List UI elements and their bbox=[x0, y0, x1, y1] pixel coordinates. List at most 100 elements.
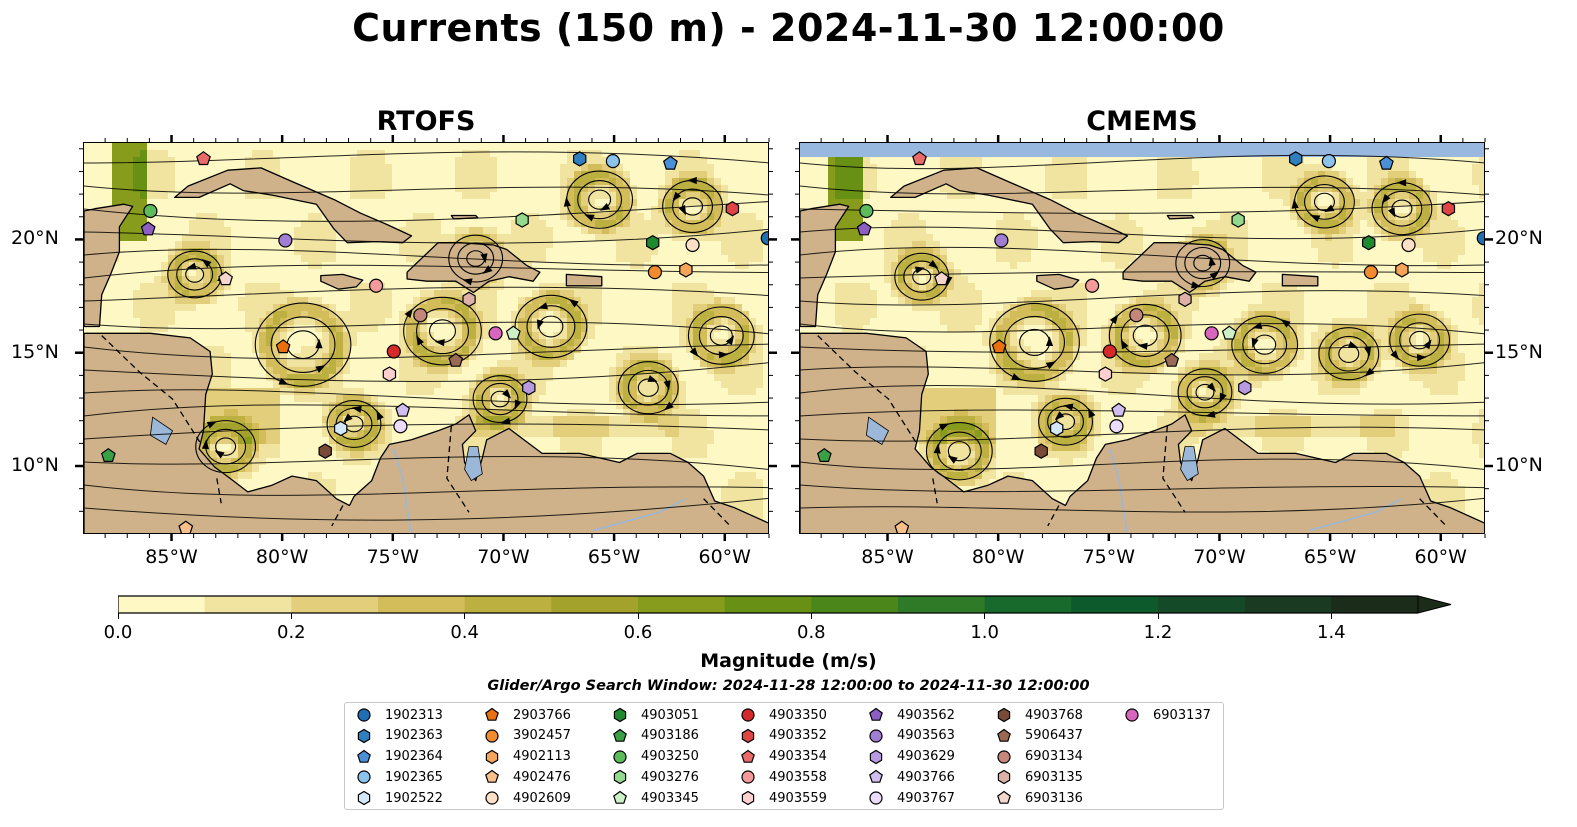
streamline-arrow bbox=[343, 413, 353, 423]
legend-marker-pentagon[interactable] bbox=[869, 770, 883, 784]
obs-marker-4902476[interactable] bbox=[178, 520, 194, 534]
obs-marker-4903558[interactable] bbox=[1085, 278, 1100, 293]
legend-marker-pentagon[interactable] bbox=[741, 749, 755, 763]
legend-marker-circle[interactable] bbox=[485, 729, 499, 743]
legend-marker-hexagon[interactable] bbox=[741, 728, 755, 743]
obs-marker-1902364[interactable] bbox=[662, 155, 678, 170]
obs-marker-6903134[interactable] bbox=[1129, 308, 1144, 323]
obs-marker-4903766[interactable] bbox=[395, 402, 411, 417]
obs-marker-4903276[interactable] bbox=[515, 212, 529, 228]
obs-marker-4902609[interactable] bbox=[1401, 237, 1416, 253]
legend-marker-circle[interactable] bbox=[613, 749, 627, 764]
cmems-map[interactable] bbox=[799, 142, 1485, 534]
legend-marker-pentagon[interactable] bbox=[869, 707, 883, 721]
obs-marker-4903767[interactable] bbox=[393, 419, 408, 434]
obs-marker-4903767[interactable] bbox=[1109, 419, 1124, 434]
obs-marker-4903350[interactable] bbox=[386, 344, 401, 359]
obs-marker-4903051[interactable] bbox=[645, 235, 660, 251]
legend-marker-hexagon[interactable] bbox=[357, 790, 371, 806]
obs-marker-4903563[interactable] bbox=[994, 233, 1009, 248]
obs-marker-6903137[interactable] bbox=[488, 326, 503, 341]
obs-marker-4903250[interactable] bbox=[859, 203, 874, 219]
obs-marker-4903562[interactable] bbox=[140, 221, 156, 236]
legend-marker-circle[interactable] bbox=[869, 729, 883, 743]
obs-marker-4903354[interactable] bbox=[912, 151, 927, 166]
obs-marker-4902609[interactable] bbox=[685, 237, 700, 253]
obs-marker-1902363[interactable] bbox=[573, 151, 587, 167]
obs-marker-6903135[interactable] bbox=[1178, 291, 1192, 308]
legend-marker-circle[interactable] bbox=[1125, 708, 1139, 722]
legend-marker-pentagon[interactable] bbox=[613, 728, 627, 742]
streamline bbox=[472, 375, 528, 423]
obs-marker-4903766[interactable] bbox=[1111, 402, 1127, 417]
obs-marker-4903768[interactable] bbox=[318, 443, 332, 459]
obs-marker-4903352[interactable] bbox=[725, 201, 740, 217]
obs-marker-6903135[interactable] bbox=[462, 291, 476, 308]
obs-marker-1902522[interactable] bbox=[1050, 420, 1064, 437]
obs-marker-1902313[interactable] bbox=[1476, 231, 1485, 246]
obs-marker-2903766[interactable] bbox=[991, 339, 1007, 354]
legend-marker-circle[interactable] bbox=[357, 708, 371, 722]
obs-marker-6903134[interactable] bbox=[413, 308, 428, 323]
obs-marker-4903350[interactable] bbox=[1102, 344, 1117, 359]
obs-marker-4903345[interactable] bbox=[1221, 325, 1237, 340]
obs-marker-4903186[interactable] bbox=[816, 447, 832, 462]
legend-marker-pentagon[interactable] bbox=[485, 707, 499, 721]
obs-marker-5906437[interactable] bbox=[448, 352, 464, 367]
streamline bbox=[84, 362, 768, 383]
obs-marker-4903563[interactable] bbox=[278, 233, 293, 248]
legend-marker-circle[interactable] bbox=[741, 770, 755, 784]
legend-marker-hexagon[interactable] bbox=[357, 728, 371, 743]
legend-marker-hexagon[interactable] bbox=[869, 749, 883, 764]
legend-marker-circle[interactable] bbox=[869, 791, 883, 805]
obs-marker-2903766[interactable] bbox=[275, 339, 291, 354]
obs-marker-4903629[interactable] bbox=[522, 380, 536, 396]
obs-marker-6903136[interactable] bbox=[218, 271, 234, 286]
obs-marker-4902113[interactable] bbox=[679, 262, 693, 278]
obs-marker-1902363[interactable] bbox=[1289, 151, 1303, 167]
rtofs-map[interactable] bbox=[83, 142, 769, 534]
obs-marker-4903276[interactable] bbox=[1231, 212, 1245, 228]
obs-marker-4903051[interactable] bbox=[1361, 235, 1376, 251]
obs-marker-4903768[interactable] bbox=[1034, 443, 1048, 459]
legend-marker-hexagon[interactable] bbox=[997, 770, 1011, 785]
legend-marker-circle[interactable] bbox=[357, 770, 371, 784]
obs-marker-1902313[interactable] bbox=[760, 231, 769, 246]
obs-marker-1902365[interactable] bbox=[1321, 154, 1336, 169]
obs-marker-6903137[interactable] bbox=[1204, 326, 1219, 341]
obs-marker-4903562[interactable] bbox=[856, 221, 872, 236]
colorbar-segment bbox=[378, 596, 466, 613]
legend-marker-pentagon[interactable] bbox=[997, 790, 1011, 804]
obs-marker-6903136[interactable] bbox=[934, 271, 950, 286]
obs-marker-1902364[interactable] bbox=[1378, 155, 1394, 170]
obs-marker-5906437[interactable] bbox=[1164, 352, 1180, 367]
obs-marker-1902365[interactable] bbox=[605, 154, 620, 169]
legend-marker-hexagon[interactable] bbox=[613, 707, 627, 723]
obs-marker-4902476[interactable] bbox=[894, 520, 910, 534]
legend-marker-pentagon[interactable] bbox=[613, 790, 627, 804]
legend-marker-circle[interactable] bbox=[997, 749, 1011, 764]
obs-marker-4903250[interactable] bbox=[143, 203, 158, 219]
legend-marker-circle[interactable] bbox=[741, 708, 755, 722]
legend-marker-pentagon[interactable] bbox=[357, 749, 371, 763]
legend-marker-hexagon[interactable] bbox=[485, 749, 499, 764]
obs-marker-4903186[interactable] bbox=[100, 447, 116, 462]
obs-marker-3902457[interactable] bbox=[647, 265, 663, 280]
obs-marker-3902457[interactable] bbox=[1363, 265, 1379, 280]
obs-marker-4903345[interactable] bbox=[505, 325, 521, 340]
legend-marker-pentagon[interactable] bbox=[997, 728, 1011, 742]
obs-marker-4903354[interactable] bbox=[196, 151, 211, 166]
legend-marker-pentagon[interactable] bbox=[485, 770, 499, 784]
legend-marker-circle[interactable] bbox=[485, 791, 499, 805]
legend-marker-hexagon[interactable] bbox=[741, 790, 755, 806]
obs-marker-4903352[interactable] bbox=[1441, 201, 1456, 217]
obs-marker-4902113[interactable] bbox=[1395, 262, 1409, 278]
obs-marker-4903558[interactable] bbox=[369, 278, 384, 293]
obs-marker-4903559[interactable] bbox=[382, 366, 397, 382]
obs-marker-1902522[interactable] bbox=[334, 420, 348, 437]
obs-marker-4903559[interactable] bbox=[1098, 366, 1113, 382]
legend-marker-hexagon[interactable] bbox=[997, 707, 1011, 723]
legend-marker-hexagon[interactable] bbox=[613, 770, 627, 785]
obs-marker-4903629[interactable] bbox=[1238, 380, 1252, 396]
streamline bbox=[215, 437, 237, 456]
